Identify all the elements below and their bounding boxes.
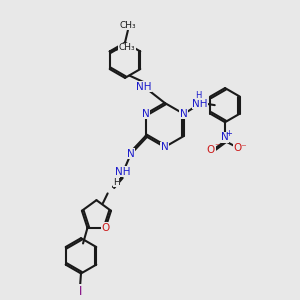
Text: N: N	[142, 109, 149, 119]
Text: CH₃: CH₃	[120, 21, 136, 30]
Text: N: N	[161, 142, 169, 152]
Text: H: H	[195, 91, 202, 100]
Text: NH: NH	[115, 167, 131, 177]
Text: N: N	[127, 149, 135, 159]
Text: NH: NH	[192, 99, 208, 109]
Text: NH: NH	[136, 82, 152, 92]
Text: O: O	[207, 145, 215, 155]
Text: N: N	[221, 133, 229, 142]
Text: O⁻: O⁻	[233, 143, 247, 153]
Text: I: I	[78, 285, 82, 298]
Text: N: N	[180, 109, 188, 119]
Text: CH₃: CH₃	[118, 44, 135, 52]
Text: +: +	[225, 130, 232, 139]
Text: O: O	[101, 223, 110, 233]
Text: H: H	[113, 178, 120, 187]
Text: ⁻: ⁻	[214, 142, 219, 152]
